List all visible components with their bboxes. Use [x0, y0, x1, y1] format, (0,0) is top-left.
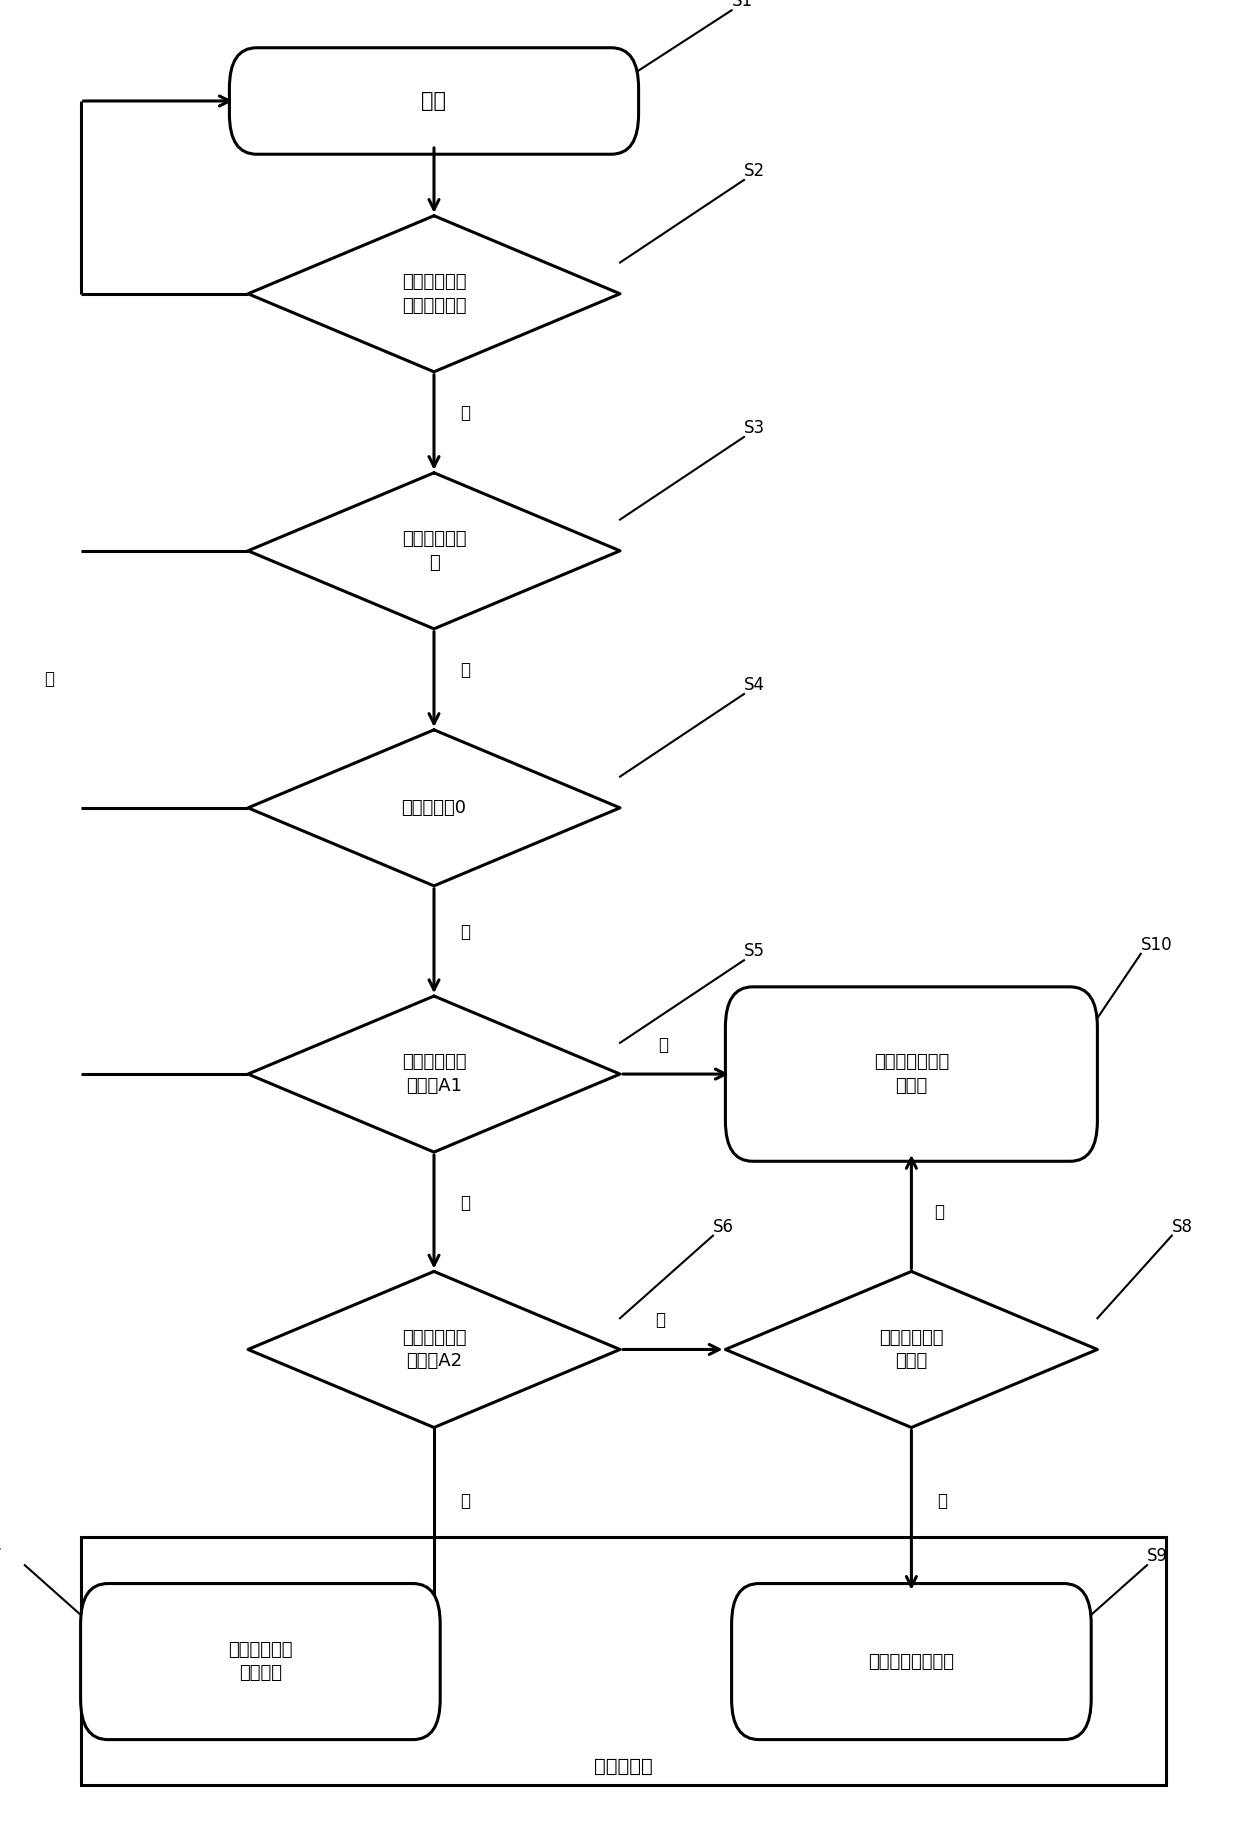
- Text: 是: 是: [460, 661, 470, 679]
- Text: 否: 否: [655, 1311, 666, 1329]
- Text: 是: 是: [460, 404, 470, 422]
- Text: 是: 是: [937, 1493, 947, 1509]
- Text: S5: S5: [744, 942, 765, 960]
- Text: S1: S1: [732, 0, 753, 11]
- Text: 档位不为空档
且无手刹信号: 档位不为空档 且无手刹信号: [402, 274, 466, 314]
- Text: 车辆不进入防溜
坡功能: 车辆不进入防溜 坡功能: [874, 1054, 949, 1094]
- Text: 无油门踏板信
号: 无油门踏板信 号: [402, 531, 466, 571]
- Text: S3: S3: [744, 419, 765, 437]
- Text: 否: 否: [658, 1036, 668, 1054]
- Text: S10: S10: [1141, 936, 1173, 955]
- Text: 是否有车门关
闭信号: 是否有车门关 闭信号: [879, 1329, 944, 1370]
- Text: S7: S7: [0, 1548, 2, 1564]
- Text: 是: 是: [460, 924, 470, 940]
- Text: 是否有制动踏
板信号A2: 是否有制动踏 板信号A2: [402, 1329, 466, 1370]
- Text: 否: 否: [45, 670, 55, 688]
- Text: S2: S2: [744, 162, 765, 180]
- Text: 是否有制动踏
板信号A1: 是否有制动踏 板信号A1: [402, 1054, 466, 1094]
- Text: S9: S9: [1147, 1548, 1168, 1564]
- Text: S8: S8: [1172, 1217, 1193, 1236]
- Text: 开始: 开始: [422, 92, 446, 110]
- Polygon shape: [248, 729, 620, 885]
- FancyBboxPatch shape: [81, 1583, 440, 1741]
- Polygon shape: [248, 215, 620, 371]
- Polygon shape: [248, 995, 620, 1153]
- Text: 车速是否为0: 车速是否为0: [402, 799, 466, 817]
- FancyBboxPatch shape: [229, 48, 639, 154]
- Text: 是: 是: [460, 1493, 470, 1509]
- Text: 是: 是: [460, 1193, 470, 1212]
- Polygon shape: [725, 1271, 1097, 1428]
- Text: 车辆进入蠕行模式: 车辆进入蠕行模式: [868, 1652, 955, 1671]
- Text: S6: S6: [713, 1217, 734, 1236]
- Text: 车辆进入自动
驻车模式: 车辆进入自动 驻车模式: [228, 1641, 293, 1682]
- Text: S4: S4: [744, 676, 765, 694]
- Text: 防溜坡模式: 防溜坡模式: [594, 1757, 652, 1775]
- Polygon shape: [248, 474, 620, 628]
- FancyBboxPatch shape: [725, 986, 1097, 1160]
- Bar: [81, 1537, 1166, 1785]
- Text: 否: 否: [934, 1203, 944, 1221]
- Polygon shape: [248, 1271, 620, 1428]
- FancyBboxPatch shape: [732, 1583, 1091, 1741]
